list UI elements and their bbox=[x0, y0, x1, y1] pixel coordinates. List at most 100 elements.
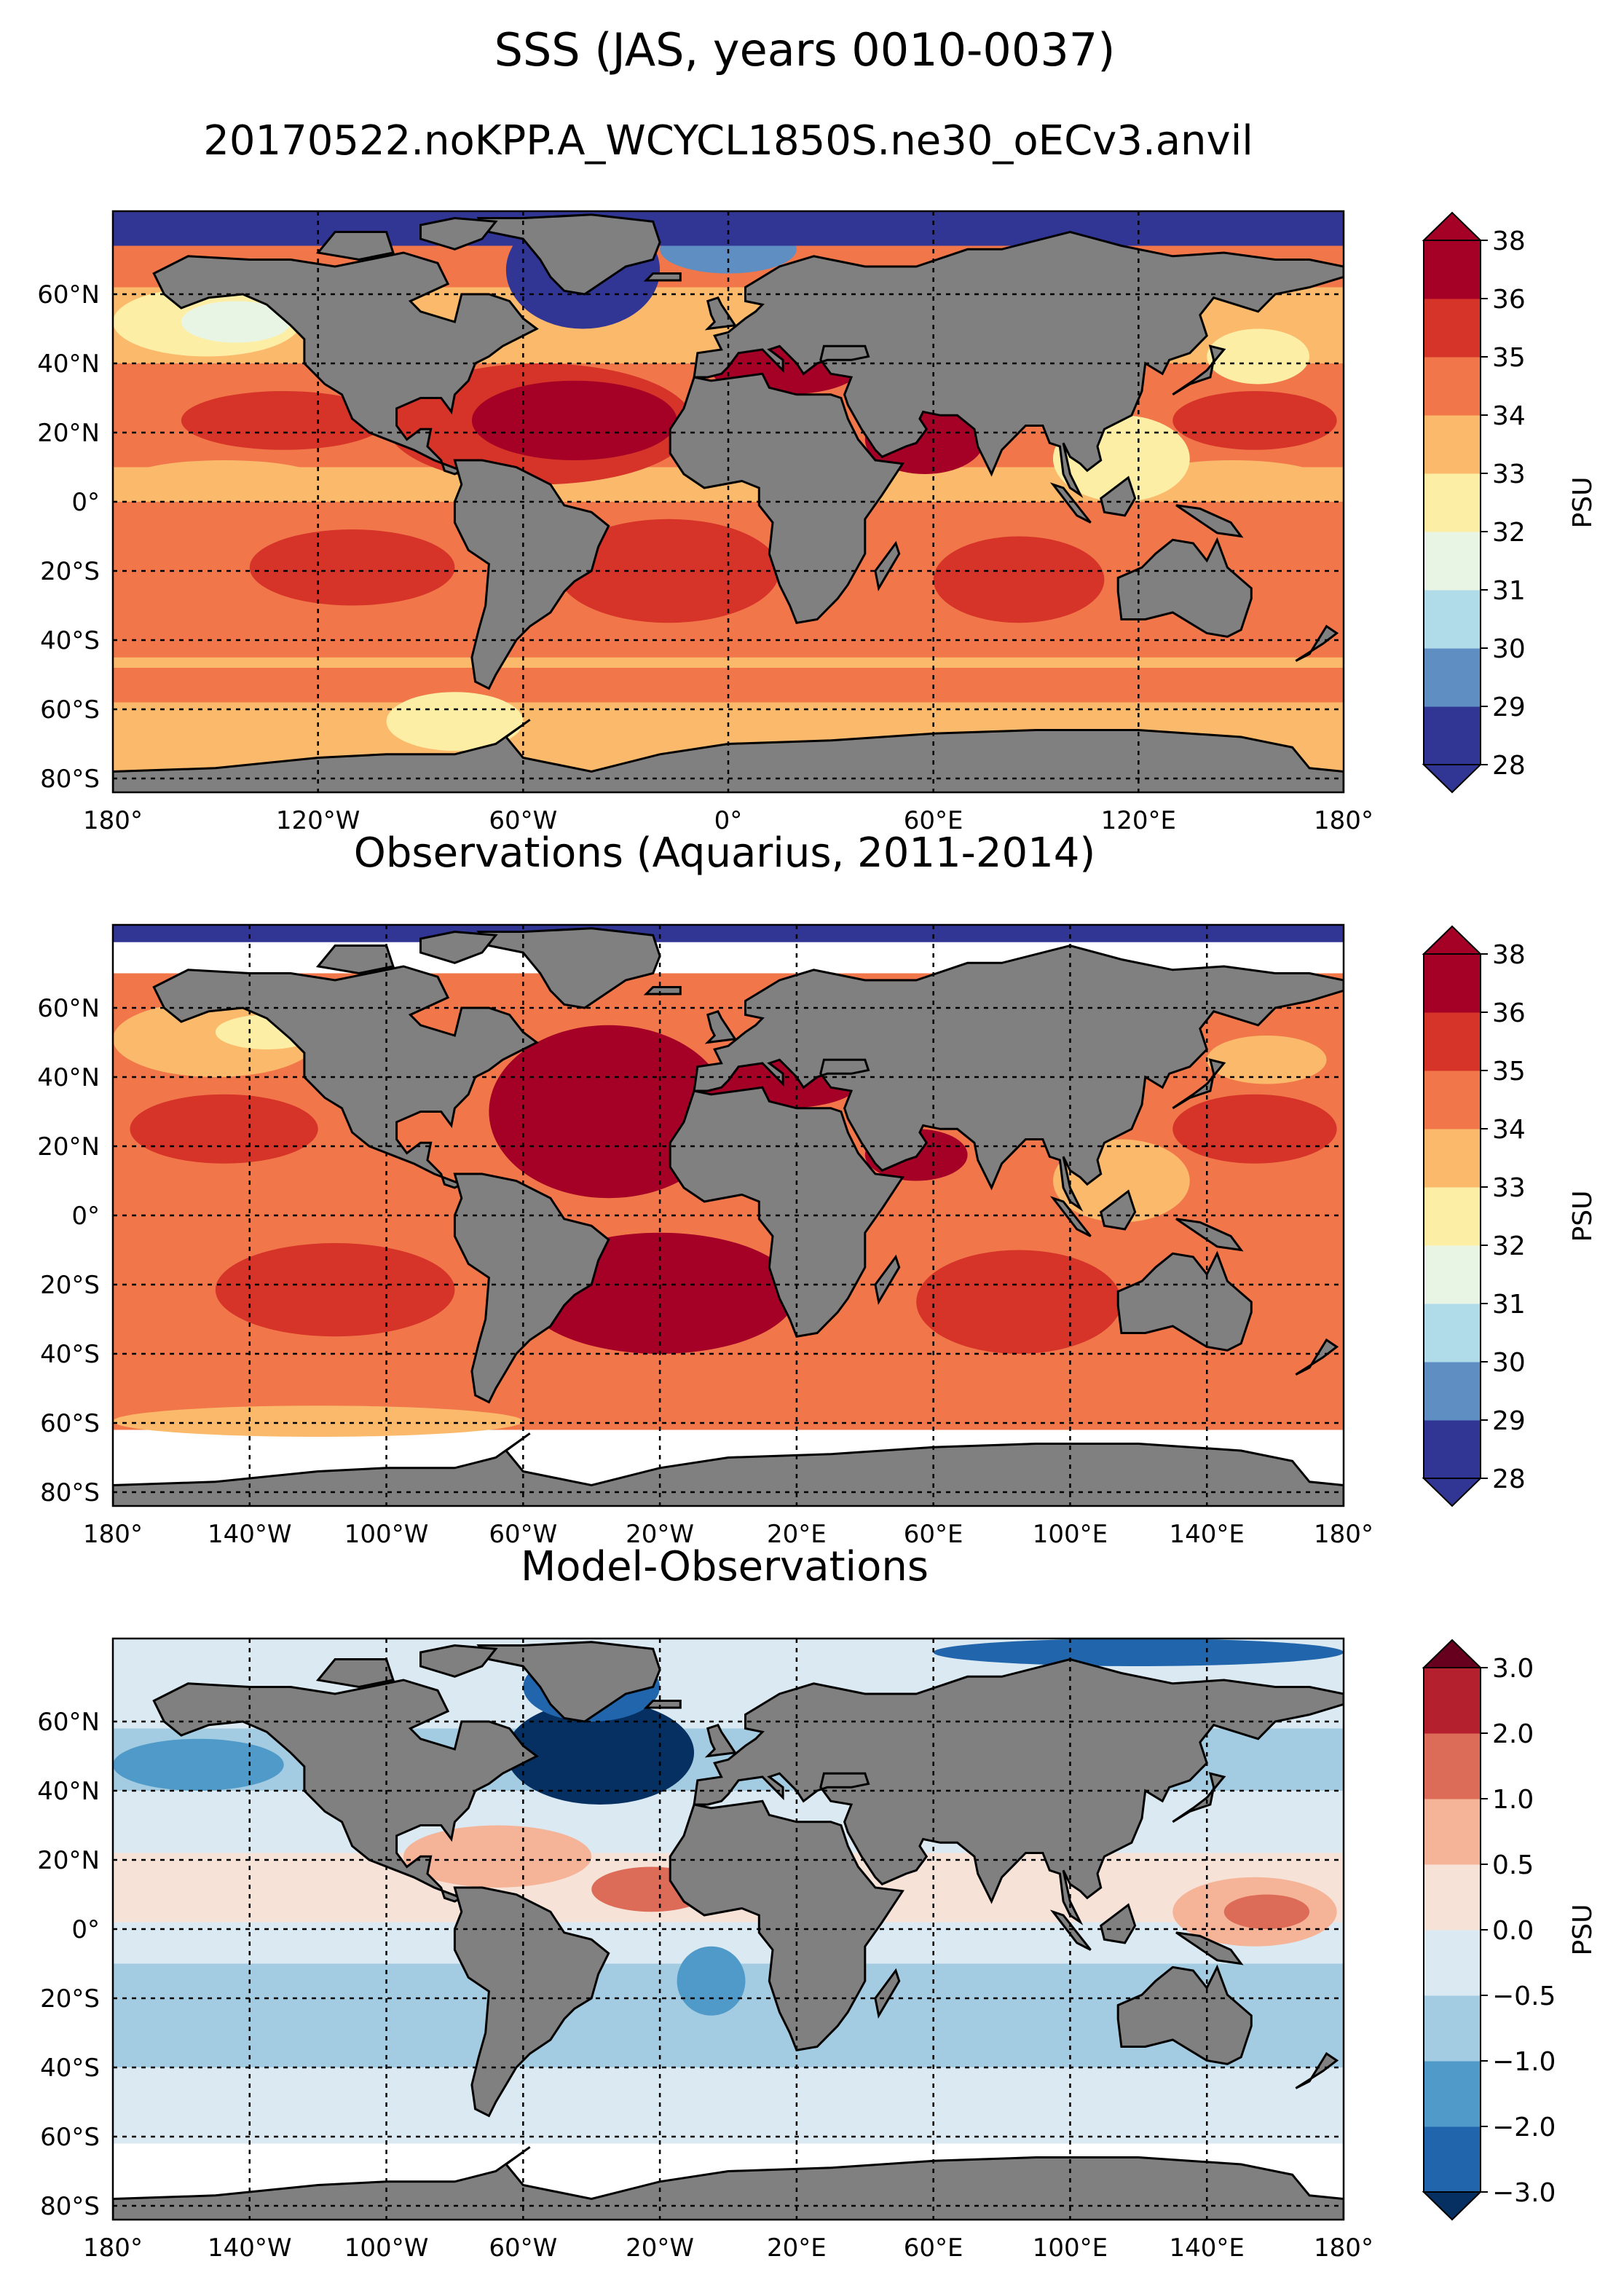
lat-tick-label: 60°S bbox=[40, 1409, 100, 1438]
colorbar-tick-label: 31 bbox=[1492, 576, 1526, 606]
lat-tick-label: 40°N bbox=[37, 1063, 100, 1092]
lon-tick-label: 20°E bbox=[767, 1520, 827, 1549]
sss-field bbox=[181, 301, 291, 343]
lat-tick-label: 0° bbox=[71, 488, 100, 517]
lon-tick-label: 60°E bbox=[904, 2233, 963, 2263]
lon-tick-label: 20°W bbox=[626, 1520, 694, 1549]
colorbar-tick-label: 32 bbox=[1492, 518, 1526, 548]
map-frame bbox=[111, 210, 1345, 794]
sss-field bbox=[1207, 328, 1310, 385]
lat-tick-label: 20°S bbox=[40, 1984, 100, 2014]
land-mass bbox=[476, 1641, 661, 1723]
land-mass bbox=[453, 1886, 610, 2118]
colorbar-tick-label: 30 bbox=[1492, 1348, 1526, 1378]
lon-tick-label: 60°W bbox=[489, 2233, 557, 2263]
colorbar-tick-label: 0.0 bbox=[1492, 1916, 1534, 1946]
land-mass bbox=[693, 230, 1344, 498]
colorbar-tick-label: 38 bbox=[1492, 226, 1526, 256]
land-mass bbox=[453, 1172, 610, 1404]
map-frame bbox=[111, 923, 1345, 1507]
colorbar-tick-label: 28 bbox=[1492, 1464, 1526, 1494]
colorbar-tick-label: 2.0 bbox=[1492, 1719, 1534, 1749]
colorbar-extend-over bbox=[1422, 1639, 1483, 1668]
lat-tick-label: 40°S bbox=[40, 2054, 100, 2083]
lon-tick-label: 100°E bbox=[1033, 2233, 1108, 2263]
panel-title: Observations (Aquarius, 2011-2014) bbox=[354, 829, 1095, 877]
colorbar-tick-label: 34 bbox=[1492, 1115, 1526, 1145]
lon-tick-label: 60°E bbox=[904, 806, 963, 835]
map-frame bbox=[111, 1637, 1345, 2221]
lat-tick-label: 20°N bbox=[37, 1132, 100, 1162]
lon-tick-label: 100°W bbox=[344, 2233, 429, 2263]
colorbar-tick-label: −2.0 bbox=[1492, 2113, 1556, 2142]
colorbar-segment bbox=[1424, 1420, 1481, 1479]
land-mass bbox=[1116, 537, 1253, 638]
colorbar-tick-label: 36 bbox=[1492, 285, 1526, 315]
diff-field bbox=[215, 1981, 421, 2051]
sss-field bbox=[386, 692, 524, 751]
lat-tick-label: 40°S bbox=[40, 626, 100, 655]
map-panel-observations: 180° 140°W 100°W 60°W 20°W 20°E 60°E 100°E 140°E… bbox=[37, 923, 1373, 1549]
colorbar-segment bbox=[1424, 473, 1481, 532]
colorbar-segment bbox=[1424, 954, 1481, 1013]
lat-tick-label: 40°N bbox=[37, 1777, 100, 1806]
diff-field bbox=[677, 1946, 746, 2016]
lat-tick-label: 60°S bbox=[40, 2123, 100, 2152]
colorbar-tick-label: 36 bbox=[1492, 998, 1526, 1028]
colorbar-segment bbox=[1424, 1864, 1481, 1931]
colorbar-segment bbox=[1424, 1668, 1481, 1734]
land-mass bbox=[643, 1700, 682, 1709]
lat-tick-label: 40°N bbox=[37, 350, 100, 379]
lon-tick-label: 60°W bbox=[489, 806, 557, 835]
figure-subtitle: 20170522.noKPP.A_WCYCL1850S.ne30_oECv3.a… bbox=[203, 117, 1253, 165]
colorbar-segment bbox=[1424, 590, 1481, 649]
colorbar-tick-label: 28 bbox=[1492, 751, 1526, 781]
sss-field bbox=[471, 380, 677, 460]
colorbar-segment bbox=[1424, 1245, 1481, 1304]
colorbar-extend-over bbox=[1422, 211, 1483, 241]
lon-tick-label: 100°W bbox=[344, 1520, 429, 1549]
land-mass bbox=[693, 1657, 1344, 1925]
lat-tick-label: 60°N bbox=[37, 280, 100, 309]
colorbar-tick-label: 0.5 bbox=[1492, 1850, 1534, 1880]
land-mass bbox=[1295, 1338, 1339, 1376]
sss-field bbox=[933, 536, 1105, 623]
colorbar-segment bbox=[1424, 357, 1481, 416]
lat-tick-label: 60°N bbox=[37, 994, 100, 1023]
land-mass bbox=[1100, 1189, 1137, 1231]
sea-ice-region bbox=[113, 925, 1344, 936]
colorbar-tick-label: 38 bbox=[1492, 940, 1526, 970]
lon-tick-label: 120°W bbox=[276, 806, 360, 835]
sss-field bbox=[1172, 1094, 1337, 1164]
figure-title: SSS (JAS, years 0010-0037) bbox=[494, 23, 1116, 76]
colorbar-segment bbox=[1424, 240, 1481, 299]
land-mass bbox=[643, 272, 682, 282]
colorbar-segment bbox=[1424, 706, 1481, 765]
land-mass bbox=[704, 296, 737, 331]
lat-tick-label: 80°S bbox=[40, 2192, 100, 2221]
land-mass bbox=[315, 1658, 395, 1689]
land-mass bbox=[1295, 2051, 1339, 2089]
map-panel-difference: 180° 140°W 100°W 60°W 20°W 20°E 60°E 100°E 140°E… bbox=[37, 1637, 1373, 2263]
colorbar-frame bbox=[1423, 240, 1481, 765]
lon-tick-label: 180° bbox=[1314, 1520, 1373, 1549]
lon-tick-label: 100°E bbox=[1033, 1520, 1108, 1549]
sss-field bbox=[557, 518, 780, 623]
diff-field bbox=[113, 1738, 284, 1791]
lon-tick-label: 120°E bbox=[1101, 806, 1176, 835]
land-mass bbox=[476, 927, 661, 1009]
land-mass bbox=[1116, 1964, 1253, 2065]
colorbar-segment bbox=[1424, 1304, 1481, 1363]
sss-field bbox=[130, 460, 318, 495]
colorbar-tick-label: 1.0 bbox=[1492, 1785, 1534, 1815]
colorbar-tick-label: 35 bbox=[1492, 1057, 1526, 1087]
land-mass bbox=[1172, 1772, 1226, 1823]
lon-tick-label: 20°E bbox=[767, 2233, 827, 2263]
colorbar-tick-label: 29 bbox=[1492, 1406, 1526, 1436]
lon-tick-label: 180° bbox=[83, 806, 143, 835]
lon-tick-label: 0° bbox=[714, 806, 743, 835]
land-mass bbox=[315, 231, 395, 261]
lon-tick-label: 140°W bbox=[208, 1520, 292, 1549]
map-plot-area bbox=[113, 925, 1344, 1506]
colorbar-tick-label: 29 bbox=[1492, 693, 1526, 722]
